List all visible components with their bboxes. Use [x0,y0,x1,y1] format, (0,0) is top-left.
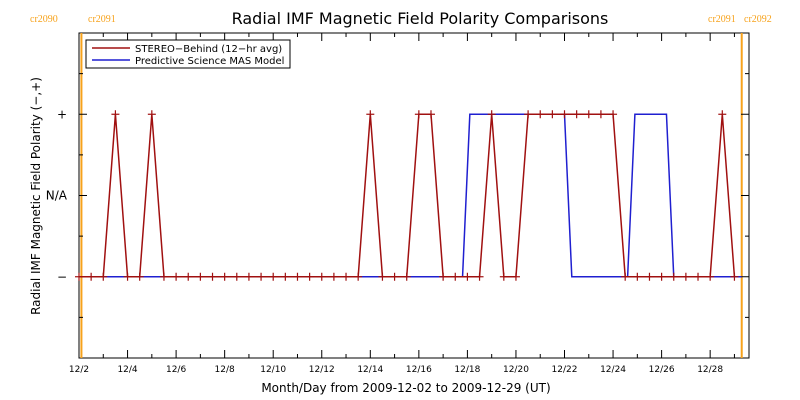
stereo-series-point [681,272,690,281]
y-tick-label: + [57,107,67,121]
carrington-label-left-1: cr2090 [30,14,58,25]
stereo-series-point [645,272,654,281]
plot-frame [78,32,750,359]
x-axis-label: Month/Day from 2009-12-02 to 2009-12-29 … [261,381,550,395]
stereo-series-point [633,272,642,281]
x-tick-label: 12/12 [309,365,335,375]
legend: STEREO−Behind (12−hr avg) Predictive Sci… [85,39,291,69]
stereo-series-point [669,272,678,281]
stereo-series-point [147,110,156,119]
x-tick-label: 12/14 [357,365,383,375]
carrington-label-right-1: cr2091 [88,14,116,25]
x-tick-label: 12/2 [69,365,89,375]
stereo-series-line [79,113,736,278]
stereo-series-point [232,272,241,281]
stereo-series-point [718,110,727,119]
x-tick-label: 12/22 [552,365,578,375]
stereo-series-point [342,272,351,281]
stereo-series-point [123,272,132,281]
stereo-series-point [524,110,533,119]
stereo-series-point [536,110,545,119]
stereo-series-point [621,272,630,281]
stereo-series-point [694,272,703,281]
stereo-series-point [281,272,290,281]
x-tick-label: 12/28 [697,365,723,375]
stereo-series-point [439,272,448,281]
stereo-series-point [293,272,302,281]
y-tick-label: N/A [46,189,68,203]
chart-title: Radial IMF Magnetic Field Polarity Compa… [232,9,609,28]
stereo-series-point [560,110,569,119]
stereo-series-point [208,272,217,281]
stereo-series-point [172,272,181,281]
legend-label-mas: Predictive Science MAS Model [135,56,284,67]
stereo-series-point [706,272,715,281]
stereo-series-point [657,272,666,281]
x-tick-label: 12/6 [166,365,186,375]
stereo-series-point [499,272,508,281]
stereo-series-point [87,272,96,281]
stereo-series-point [414,110,423,119]
x-tick-label: 12/16 [406,365,432,375]
stereo-series-point [196,272,205,281]
mas-series-line [79,113,742,278]
stereo-series-point [257,272,266,281]
stereo-series-point [402,272,411,281]
stereo-series-point [463,272,472,281]
stereo-series-point [378,272,387,281]
stereo-series-point [487,110,496,119]
x-tick-label: 12/8 [215,365,235,375]
stereo-series-point [609,110,618,119]
stereo-series-point [366,110,375,119]
stereo-series-point [354,272,363,281]
stereo-series-point [220,272,229,281]
legend-box [85,39,291,69]
stereo-series-point [135,272,144,281]
stereo-series-point [730,272,739,281]
stereo-series-point [305,272,314,281]
legend-label-stereo: STEREO−Behind (12−hr avg) [135,44,282,55]
stereo-series-point [511,272,520,281]
stereo-series-point [111,110,120,119]
x-tick-label: 12/4 [117,365,137,375]
x-tick-label: 12/24 [600,365,626,375]
stereo-series-point [475,272,484,281]
stereo-series-point [99,272,108,281]
stereo-series-point [426,110,435,119]
stereo-series-point [269,272,278,281]
stereo-series-point [75,272,83,281]
x-tick-label: 12/10 [260,365,286,375]
y-tick-label: − [57,270,67,284]
stereo-series-point [317,272,326,281]
stereo-series-point [572,110,581,119]
carrington-label-left-2: cr2091 [708,14,736,25]
stereo-series-point [244,272,253,281]
carrington-label-right-2: cr2092 [744,14,772,25]
y-axis-label: Radial IMF Magnetic Field Polarity (−,+) [29,77,43,315]
stereo-series-point [451,272,460,281]
stereo-series-point [184,272,193,281]
x-tick-label: 12/18 [454,365,480,375]
stereo-series-point [329,272,338,281]
stereo-series-point [390,272,399,281]
x-tick-label: 12/20 [503,365,529,375]
stereo-series-point [584,110,593,119]
stereo-series-point [159,272,168,281]
stereo-series-point [596,110,605,119]
stereo-series-point [548,110,557,119]
x-tick-label: 12/26 [649,365,675,375]
